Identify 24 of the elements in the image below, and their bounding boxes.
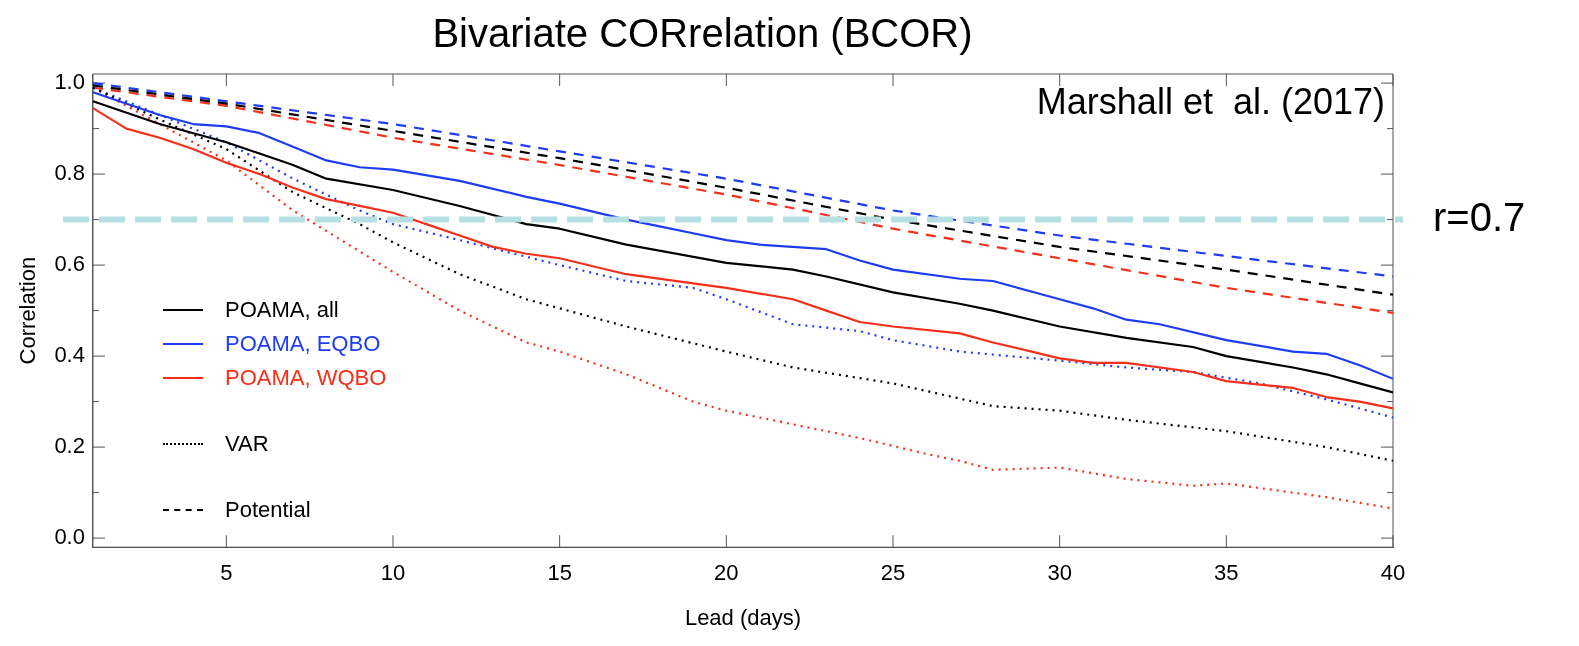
legend-label: VAR (225, 430, 269, 458)
x-axis-title: Lead (days) (684, 604, 802, 630)
legend-label: POAMA, EQBO (225, 330, 381, 358)
y-tick-label: 0.6 (54, 251, 85, 277)
x-tick-label: 40 (1380, 560, 1406, 586)
chart-title: Bivariate CORrelation (BCOR) (432, 11, 973, 56)
y-tick-label: 1.0 (54, 69, 85, 95)
x-tick-label: 15 (547, 560, 572, 586)
y-tick-label: 0.2 (54, 433, 85, 459)
legend-label: POAMA, WQBO (225, 364, 387, 392)
x-tick-label: 5 (220, 560, 233, 586)
x-tick-label: 30 (1047, 560, 1072, 586)
annotation: Marshall et al. (2017) (1036, 80, 1385, 122)
x-tick-label: 20 (714, 560, 739, 586)
x-tick-label: 35 (1214, 560, 1239, 586)
x-tick-label: 25 (880, 560, 906, 586)
y-tick-label: 0.0 (54, 524, 85, 550)
y-axis-title: Correlation (15, 256, 41, 365)
ref-line-label: r=0.7 (1433, 194, 1526, 239)
x-tick-label: 10 (380, 560, 406, 586)
y-tick-label: 0.4 (54, 342, 85, 368)
y-tick-label: 0.8 (54, 160, 85, 186)
legend-label: POAMA, all (225, 296, 339, 324)
legend-label: Potential (225, 496, 311, 524)
